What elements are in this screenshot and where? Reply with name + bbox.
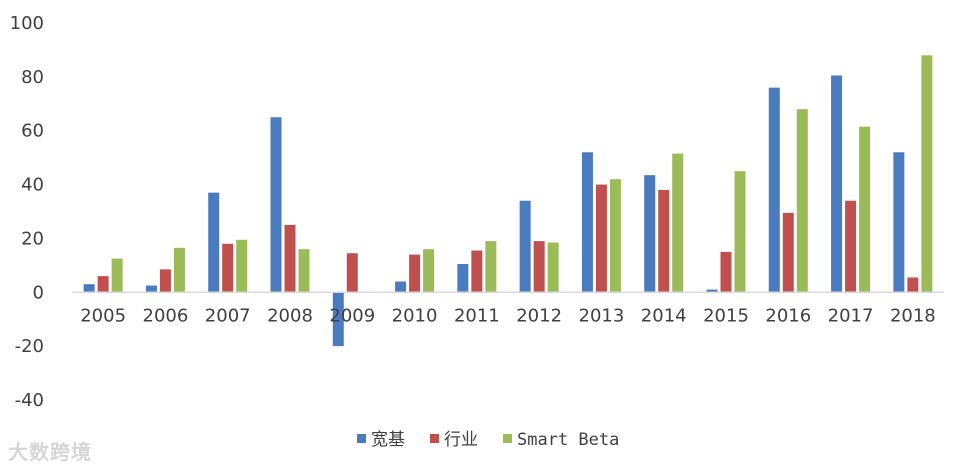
x-tick-label: 2009	[329, 305, 375, 326]
legend-swatch	[503, 434, 512, 443]
bars	[83, 55, 933, 347]
y-axis: -40 -20 0 20 40 60 80 100	[10, 13, 44, 411]
bar-Smart Beta-2012	[547, 242, 559, 293]
legend-swatch	[357, 434, 366, 443]
bar-宽基-2006	[145, 285, 157, 293]
bar-行业-2009	[346, 253, 358, 293]
legend-item: 宽基	[357, 430, 405, 450]
y-tick-label: 20	[21, 228, 44, 249]
legend: 宽基 行业 Smart Beta	[357, 430, 619, 450]
bar-Smart Beta-2010	[423, 249, 435, 293]
y-tick-label: 60	[21, 121, 44, 142]
watermark-text: 大数跨境	[8, 440, 92, 464]
bar-宽基-2005	[83, 284, 95, 293]
bar-宽基-2010	[395, 281, 407, 293]
bar-Smart Beta-2017	[859, 126, 871, 293]
bar-行业-2014	[658, 189, 670, 293]
bar-行业-2015	[720, 251, 732, 293]
y-tick-label: 40	[21, 175, 44, 196]
x-tick-label: 2014	[641, 305, 687, 326]
x-axis: 2005 2006 2007 2008 2009 2010 2011 2012 2013 2014…	[80, 305, 936, 326]
legend-item: Smart Beta	[503, 430, 619, 450]
bar-行业-2005	[97, 276, 109, 293]
legend-label: 宽基	[371, 430, 405, 450]
bar-行业-2011	[471, 250, 483, 293]
bar-Smart Beta-2015	[734, 171, 746, 293]
bar-宽基-2009	[332, 292, 344, 347]
bar-Smart Beta-2014	[672, 153, 684, 293]
bar-宽基-2016	[768, 87, 780, 293]
watermark-logo: 大数跨境	[8, 436, 92, 465]
bar-Smart Beta-2005	[111, 258, 123, 293]
bar-宽基-2011	[457, 264, 469, 293]
y-tick-label: -20	[15, 336, 44, 357]
x-tick-label: 2015	[703, 305, 749, 326]
y-tick-label: 100	[10, 13, 44, 34]
x-tick-label: 2012	[516, 305, 562, 326]
bar-宽基-2008	[270, 117, 282, 293]
bar-Smart Beta-2016	[796, 109, 808, 293]
x-tick-label: 2017	[828, 305, 874, 326]
legend-item: 行业	[430, 430, 478, 450]
x-tick-label: 2005	[80, 305, 126, 326]
bar-宽基-2018	[893, 152, 905, 293]
bar-宽基-2014	[644, 175, 656, 293]
bar-行业-2006	[159, 269, 171, 293]
x-tick-label: 2016	[765, 305, 811, 326]
bar-宽基-2012	[519, 200, 531, 293]
x-tick-label: 2011	[454, 305, 500, 326]
bar-宽基-2015	[706, 289, 718, 293]
bar-行业-2016	[782, 212, 794, 293]
bar-行业-2010	[409, 254, 421, 293]
y-tick-label: 80	[21, 67, 44, 88]
bar-宽基-2007	[208, 192, 220, 293]
bar-Smart Beta-2006	[173, 247, 185, 293]
x-tick-label: 2006	[143, 305, 189, 326]
x-tick-label: 2010	[392, 305, 438, 326]
legend-label: Smart Beta	[517, 430, 619, 450]
bar-行业-2013	[595, 184, 607, 293]
bar-Smart Beta-2018	[921, 55, 933, 293]
bar-宽基-2013	[581, 152, 593, 293]
bar-Smart Beta-2007	[236, 239, 248, 293]
bar-Smart Beta-2013	[609, 179, 621, 293]
bar-行业-2008	[284, 224, 296, 293]
bar-宽基-2017	[831, 75, 843, 293]
bar-行业-2007	[222, 243, 234, 293]
bar-行业-2012	[533, 241, 545, 293]
legend-label: 行业	[444, 430, 478, 450]
bar-Smart Beta-2011	[485, 241, 497, 293]
bar-Smart Beta-2008	[298, 249, 310, 293]
y-tick-label: 0	[33, 282, 44, 303]
x-tick-label: 2008	[267, 305, 313, 326]
x-tick-label: 2013	[579, 305, 625, 326]
x-tick-label: 2007	[205, 305, 251, 326]
bar-行业-2017	[845, 200, 857, 293]
legend-swatch	[430, 434, 439, 443]
bar-行业-2018	[907, 277, 919, 293]
x-tick-label: 2018	[890, 305, 936, 326]
y-tick-label: -40	[15, 390, 44, 411]
